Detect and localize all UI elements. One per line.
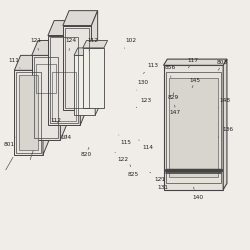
Polygon shape [60,40,66,140]
Text: 122: 122 [115,152,129,162]
Polygon shape [43,56,49,155]
Polygon shape [92,11,98,110]
Text: 803: 803 [217,60,228,70]
Polygon shape [19,75,38,150]
Polygon shape [80,20,86,125]
Text: 121: 121 [30,38,42,50]
Text: 130: 130 [136,80,148,90]
Polygon shape [83,40,108,48]
Text: 104: 104 [60,135,72,140]
Text: 148: 148 [218,98,230,108]
Text: 111: 111 [8,58,20,68]
Text: 140: 140 [192,187,203,200]
Polygon shape [95,48,99,115]
Text: 121: 121 [150,172,166,182]
Polygon shape [63,26,92,110]
Polygon shape [223,59,227,190]
Text: 145: 145 [190,78,201,88]
Polygon shape [164,65,223,190]
Text: 131: 131 [157,177,168,190]
Polygon shape [83,48,104,108]
Polygon shape [48,36,80,125]
Text: 147: 147 [170,105,181,115]
Text: 113: 113 [143,63,158,74]
Text: 102: 102 [124,38,136,48]
Text: 112: 112 [88,38,99,50]
Text: 123: 123 [136,98,151,108]
Polygon shape [168,78,218,177]
Text: 112: 112 [50,118,62,123]
Text: 856: 856 [165,65,176,78]
Text: 136: 136 [218,128,233,138]
Polygon shape [32,40,66,56]
Text: 115: 115 [119,135,131,145]
Polygon shape [32,56,60,140]
Polygon shape [14,56,49,70]
Text: 829: 829 [167,93,178,100]
Polygon shape [164,59,227,65]
Polygon shape [48,20,86,36]
Text: 114: 114 [139,140,154,150]
Text: 801: 801 [3,137,15,147]
Text: 825: 825 [128,165,139,177]
Text: 124: 124 [65,38,76,50]
Text: 820: 820 [80,147,92,157]
Polygon shape [74,56,95,115]
Polygon shape [63,11,98,26]
Polygon shape [14,70,43,155]
Text: 117: 117 [187,58,198,68]
Polygon shape [74,48,99,56]
